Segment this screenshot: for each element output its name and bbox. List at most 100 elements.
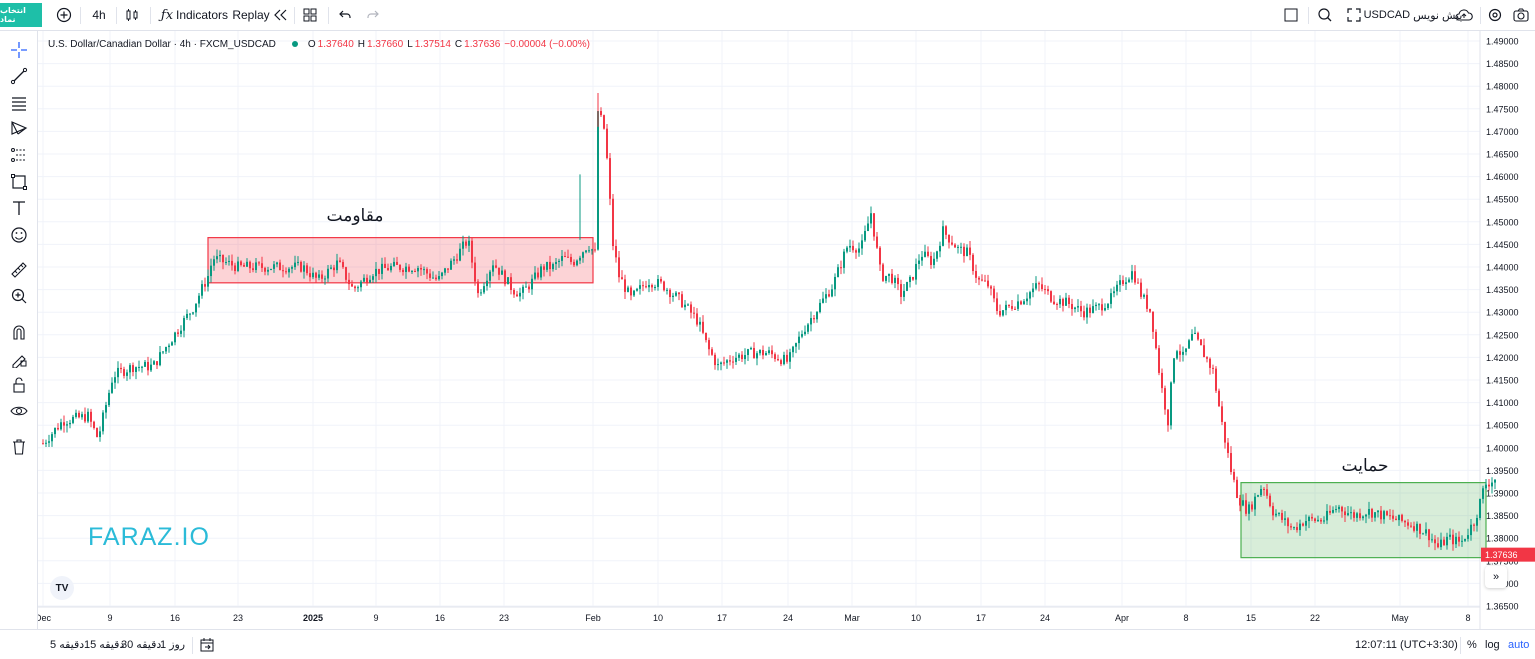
candle-body — [345, 267, 347, 280]
projection-icon[interactable] — [7, 144, 31, 166]
zoom-icon[interactable] — [7, 285, 31, 307]
candle-body — [123, 369, 125, 376]
range-5m[interactable]: 5 دقیقه — [50, 639, 85, 651]
candle-body — [216, 256, 218, 260]
candle-body — [912, 276, 914, 280]
candle-body — [1248, 504, 1250, 514]
indicators-button[interactable]: Indicators — [175, 8, 229, 22]
candle-body — [606, 128, 608, 159]
candle-body — [693, 312, 695, 314]
candle-body — [504, 270, 506, 285]
candle-body — [294, 262, 296, 268]
candles-icon[interactable] — [121, 0, 143, 30]
pattern-icon[interactable] — [7, 117, 31, 139]
candle-body — [69, 422, 71, 425]
candle-body — [900, 284, 902, 297]
candle-body — [219, 254, 221, 257]
candle-body — [849, 245, 851, 248]
redo-icon[interactable] — [364, 0, 382, 30]
candle-body — [582, 252, 584, 258]
layout-icon[interactable] — [1281, 0, 1301, 30]
candle-body — [783, 354, 785, 365]
emoji-icon[interactable] — [7, 224, 31, 246]
candle-body — [804, 331, 806, 335]
candle-body — [843, 251, 845, 268]
range-30m[interactable]: 30 دقیقه — [121, 639, 162, 651]
candle-body — [867, 223, 869, 231]
add-symbol-icon[interactable] — [52, 0, 76, 30]
magnet-icon[interactable] — [7, 321, 31, 343]
range-15m[interactable]: 15 دقیقه — [84, 639, 125, 651]
close-value: 1.37636 — [464, 38, 501, 50]
search-icon[interactable] — [1315, 0, 1335, 30]
candle-body — [1254, 496, 1256, 510]
candle-body — [828, 294, 830, 297]
ruler-icon[interactable] — [7, 259, 31, 281]
candle-body — [585, 250, 587, 253]
candle-body — [318, 274, 320, 278]
candle-body — [999, 310, 1001, 316]
clock-time[interactable]: 12:07:11 (UTC+3:30) — [1355, 638, 1458, 651]
date-range-icon[interactable] — [199, 630, 215, 659]
candle-body — [186, 313, 188, 319]
candle-body — [681, 294, 683, 308]
symbol-search-button[interactable]: انتخاب نماد — [0, 3, 42, 27]
symbol-preview-label[interactable]: USDCAD پیش نویس — [1364, 0, 1463, 30]
text-icon[interactable] — [7, 197, 31, 219]
range-1d[interactable]: 1 روز — [160, 639, 186, 651]
candle-body — [1215, 368, 1217, 391]
candle-body — [66, 424, 68, 426]
candle-body — [717, 364, 719, 366]
templates-icon[interactable] — [300, 0, 320, 30]
candle-body — [1230, 453, 1232, 472]
lock-icon[interactable] — [7, 374, 31, 396]
lock-draw-icon[interactable] — [7, 348, 31, 370]
candle-body — [1380, 510, 1382, 520]
trash-icon[interactable] — [7, 436, 31, 458]
interval-button[interactable]: 4h — [92, 8, 106, 22]
fib-icon[interactable] — [7, 92, 31, 114]
cloud-icon[interactable] — [1454, 0, 1474, 30]
candle-body — [108, 392, 110, 406]
last-price-text: 1.37636 — [1485, 550, 1518, 560]
candle-body — [1134, 271, 1136, 283]
log-toggle[interactable]: log — [1485, 638, 1500, 651]
candle-body — [81, 414, 83, 418]
fx-icon[interactable]: ƒx — [160, 7, 174, 23]
replay-button[interactable]: Replay — [232, 8, 270, 22]
settings-icon[interactable] — [1485, 0, 1505, 30]
crosshair-icon[interactable] — [7, 39, 31, 61]
candle-body — [1002, 310, 1004, 316]
candle-body — [270, 268, 272, 270]
candle-body — [480, 292, 482, 294]
percent-toggle[interactable]: % — [1467, 638, 1477, 651]
x-tick-label: Apr — [1115, 613, 1129, 623]
candle-body — [1284, 518, 1286, 520]
price-chart[interactable]: 1.49000 1.48500 1.48000 1.47500 1.47000 1.465… — [38, 31, 1535, 629]
scroll-to-realtime-button[interactable]: » — [1485, 566, 1507, 588]
candle-body — [903, 290, 905, 297]
candle-body — [399, 264, 401, 270]
tradingview-logo[interactable]: TV — [50, 576, 74, 600]
candle-body — [714, 354, 716, 366]
candle-body — [1101, 304, 1103, 311]
candle-body — [207, 276, 209, 287]
replay-icon[interactable] — [270, 0, 290, 30]
candle-body — [366, 277, 368, 283]
candle-body — [255, 262, 257, 271]
trendline-icon[interactable] — [7, 65, 31, 87]
rectangle-icon[interactable] — [7, 171, 31, 193]
candle-body — [630, 287, 632, 296]
camera-icon[interactable] — [1511, 0, 1531, 30]
support-label: حمایت — [1342, 456, 1389, 476]
candle-body — [1236, 479, 1238, 499]
candle-body — [990, 286, 992, 289]
candle-body — [789, 352, 791, 362]
candle-body — [1311, 516, 1313, 519]
fullscreen-icon[interactable] — [1344, 0, 1364, 30]
undo-icon[interactable] — [336, 0, 354, 30]
candle-body — [1104, 308, 1106, 311]
auto-toggle[interactable]: auto — [1508, 638, 1530, 651]
candle-body — [645, 286, 647, 288]
eye-icon[interactable] — [7, 400, 31, 422]
